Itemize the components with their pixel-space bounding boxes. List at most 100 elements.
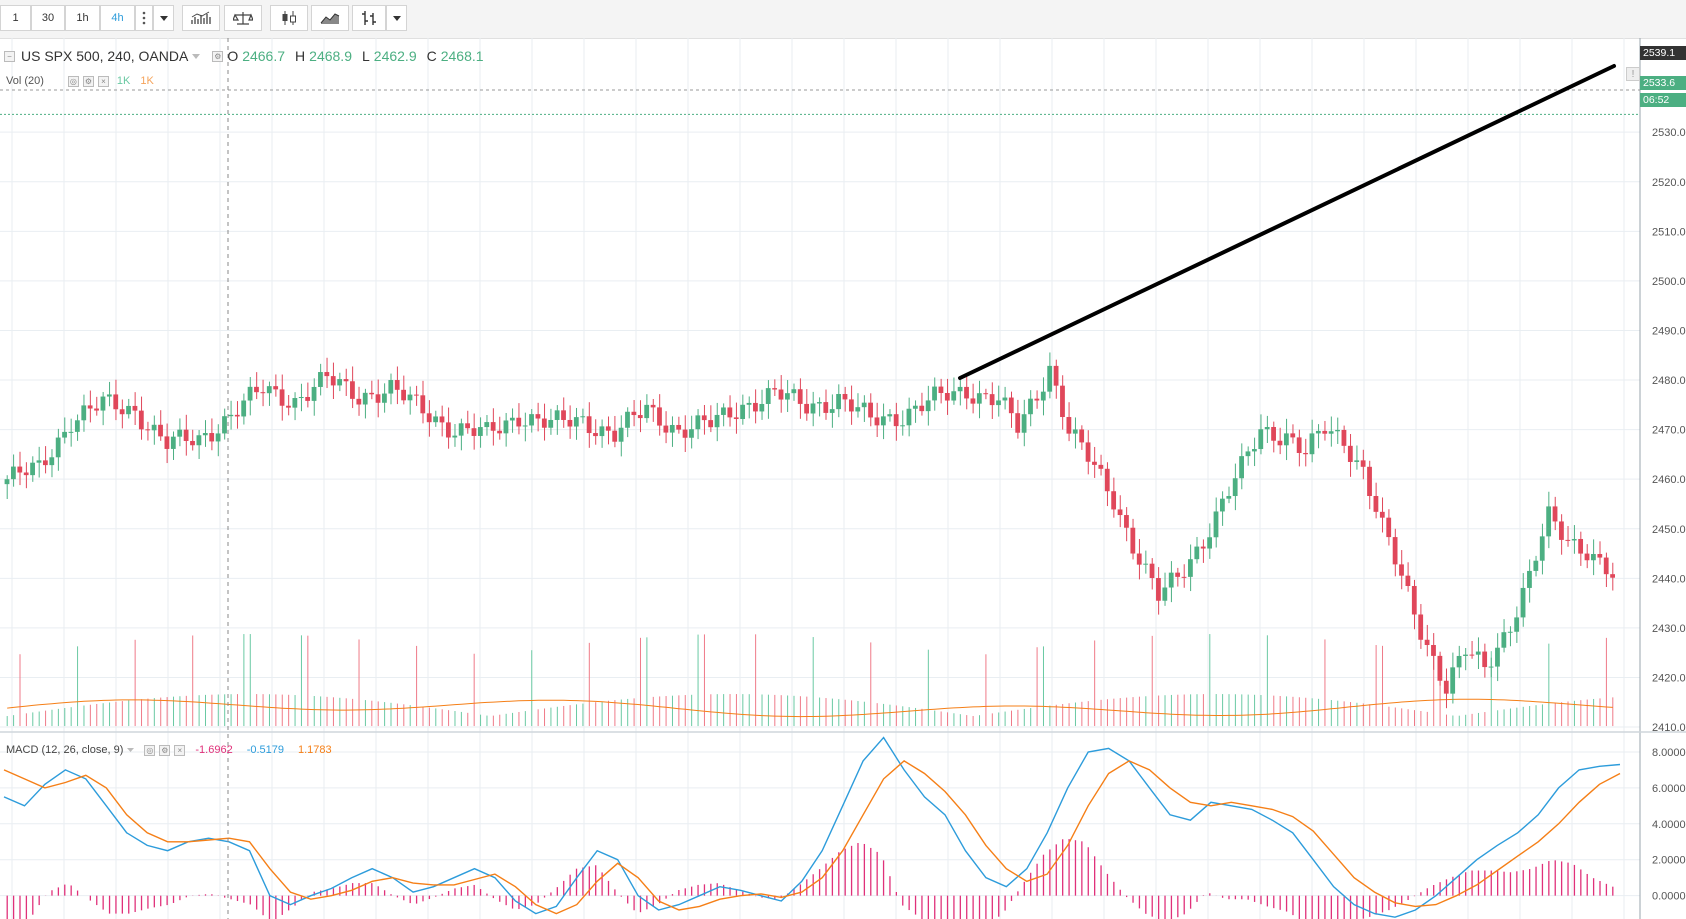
candle-body — [1399, 564, 1404, 576]
candles-icon[interactable] — [270, 5, 308, 31]
price-tick-label: 2430.0 — [1652, 623, 1686, 635]
candle-body — [1392, 537, 1398, 565]
candle-body — [382, 393, 387, 403]
interval-30-button[interactable]: 30 — [31, 5, 65, 31]
candle-body — [1251, 449, 1257, 452]
settings-icon[interactable]: ⚙ — [159, 744, 171, 756]
candle-body — [657, 407, 662, 426]
candle-body — [196, 435, 202, 446]
candle-body — [407, 394, 413, 401]
candle-body — [1021, 414, 1027, 433]
compare-icon[interactable] — [224, 5, 262, 31]
dropdown-icon[interactable] — [386, 5, 407, 31]
candle-body — [778, 389, 784, 400]
macd-tick-label: 2.0000 — [1652, 855, 1686, 867]
candle-body — [1309, 433, 1315, 455]
candle-body — [1354, 460, 1360, 462]
volume-ma-line — [7, 698, 1613, 718]
interval-4h-button[interactable]: 4h — [100, 5, 135, 31]
candle-body — [900, 425, 905, 427]
candle-body — [1495, 647, 1500, 667]
eye-icon[interactable]: ◎ — [67, 75, 79, 87]
interval-1h-button[interactable]: 1h — [65, 5, 100, 31]
candle-body — [1015, 413, 1021, 433]
trendline[interactable] — [958, 64, 1616, 380]
candle-body — [87, 405, 93, 409]
alert-icon[interactable]: ! — [1626, 67, 1640, 81]
macd-tick-label: 6.0000 — [1652, 783, 1686, 795]
candle-body — [362, 392, 368, 405]
candle-body — [1347, 445, 1353, 462]
candle-body — [1124, 515, 1129, 528]
candle-body — [311, 386, 317, 401]
macd-line-value: -0.5179 — [246, 744, 284, 756]
macd-signal-value: 1.1783 — [298, 744, 332, 756]
dropdown-icon[interactable] — [153, 5, 174, 31]
candle-body — [1559, 521, 1564, 540]
volume-value-a: 1K — [116, 75, 131, 87]
chart-canvas[interactable]: 2410.0 2420.0 2430.0 2440.0 2450.0 2460.0 2470… — [0, 38, 1686, 919]
grid — [0, 38, 1640, 919]
candle-body — [637, 415, 643, 419]
candle-body — [516, 417, 522, 427]
price-axis: 2410.0 2420.0 2430.0 2440.0 2450.0 2460.0 2470… — [0, 38, 1686, 919]
symbol-title: US SPX 500, 240, OANDA — [21, 48, 189, 64]
candle-body — [420, 395, 426, 414]
candle-body — [1079, 429, 1085, 443]
candle-body — [1072, 429, 1078, 434]
candle-body — [932, 386, 937, 401]
candle-body — [394, 380, 400, 390]
candle-body — [791, 389, 797, 394]
candle-body — [1296, 437, 1302, 453]
candle-body — [170, 436, 176, 449]
candle-body — [1424, 639, 1430, 646]
collapse-icon[interactable]: − — [4, 50, 15, 62]
candle-body — [727, 407, 733, 418]
close-icon[interactable]: × — [174, 744, 186, 756]
candle-body — [669, 424, 675, 433]
area-chart-icon[interactable] — [311, 5, 349, 31]
close-icon[interactable]: × — [97, 75, 109, 87]
candle-body — [215, 433, 221, 442]
candle-body — [912, 405, 918, 409]
candle-body — [318, 372, 323, 387]
candle-body — [1258, 429, 1264, 450]
candle-body — [944, 393, 950, 401]
candle-body — [1373, 496, 1379, 512]
indicators-icon[interactable] — [182, 5, 220, 31]
dropdown-icon[interactable] — [127, 748, 135, 752]
dropdown-icon[interactable] — [192, 53, 201, 59]
candle-body — [848, 399, 854, 412]
candle-body — [964, 386, 969, 399]
candle-body — [554, 410, 560, 420]
candle-body — [1277, 440, 1283, 446]
candle-body — [1219, 498, 1225, 512]
settings-icon[interactable]: ⚙ — [82, 75, 94, 87]
macd-panel — [3, 736, 1621, 919]
candle-body — [1571, 538, 1577, 541]
candle-body — [81, 405, 87, 421]
candle-body — [388, 380, 394, 394]
candle-body — [1130, 527, 1136, 554]
high-value: 2468.9 — [309, 48, 352, 64]
candle-body — [983, 393, 989, 395]
interval-1-button[interactable]: 1 — [0, 5, 31, 31]
price-tick-label: 2530.0 — [1652, 127, 1686, 139]
candle-body — [816, 402, 822, 404]
candle-body — [880, 416, 886, 426]
candle-body — [593, 433, 598, 437]
price-tick-label: 2440.0 — [1652, 573, 1686, 585]
bar-style-icon[interactable] — [352, 5, 386, 31]
candle-body — [1488, 666, 1494, 668]
settings-icon[interactable]: ⚙ — [212, 50, 224, 62]
candle-body — [1450, 667, 1456, 694]
candle-body — [266, 386, 272, 394]
candle-body — [1207, 537, 1212, 549]
candle-body — [976, 393, 982, 404]
eye-icon[interactable]: ◎ — [144, 744, 156, 756]
candle-body — [529, 414, 534, 426]
more-vertical-icon[interactable] — [135, 5, 153, 31]
candle-body — [1360, 460, 1366, 467]
candle-body — [1085, 442, 1091, 462]
candle-body — [874, 417, 880, 426]
